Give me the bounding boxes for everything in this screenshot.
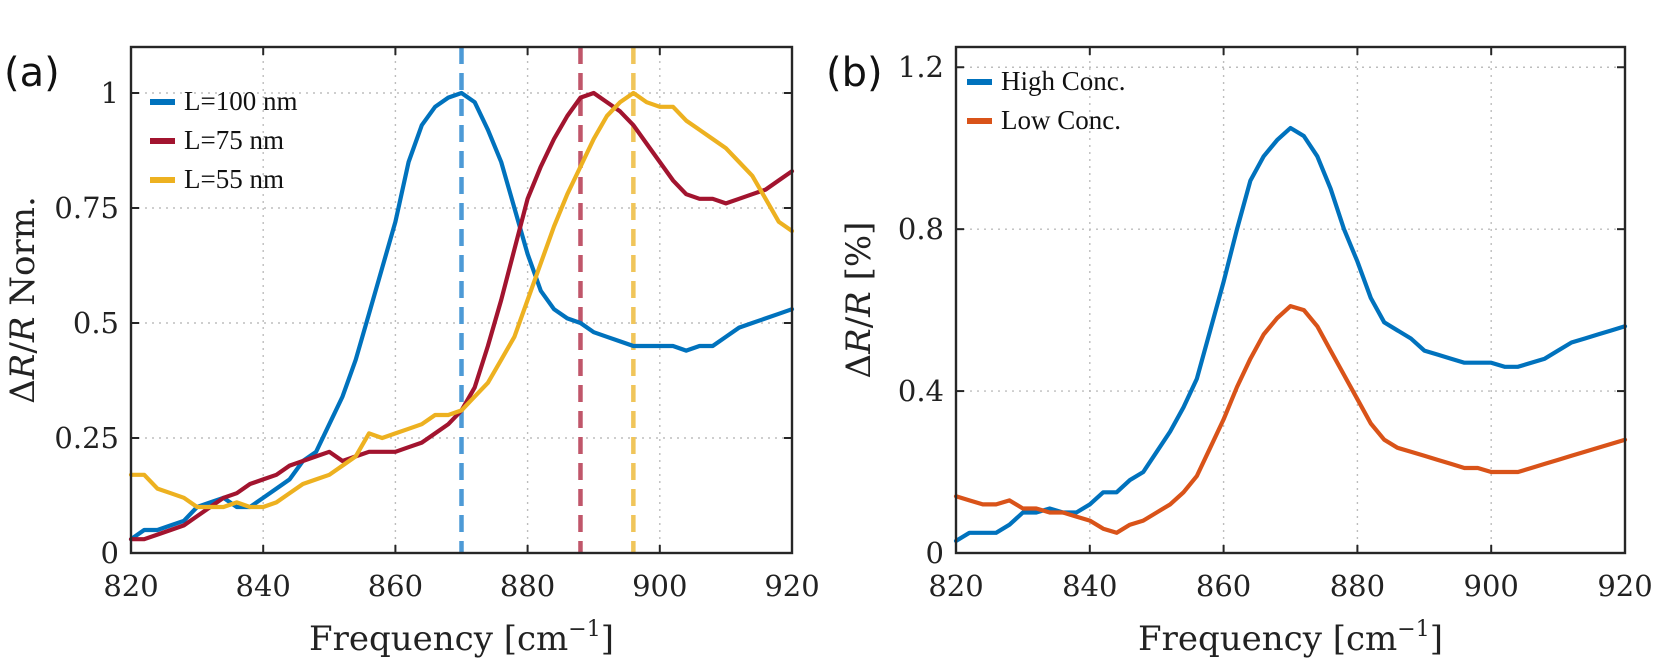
y-axis-label-part: / — [3, 342, 43, 354]
x-tick-label: 900 — [632, 569, 687, 603]
y-axis-label-part: R — [3, 317, 43, 344]
x-tick-label: 820 — [103, 569, 158, 603]
series-line-0 — [128, 90, 795, 542]
y-tick-label: 0 — [926, 536, 944, 570]
series-line-1 — [953, 304, 1628, 535]
y-tick-label: 1.2 — [898, 50, 944, 84]
legend-label: Low Conc. — [1001, 105, 1121, 135]
series-line-0 — [953, 125, 1628, 543]
x-axis-label-end: ] — [1430, 619, 1443, 659]
x-axis-label: Frequency [cm−1] — [1138, 617, 1443, 659]
y-tick-label: 0 — [101, 536, 119, 570]
y-tick-label: 0.5 — [73, 306, 119, 340]
x-axis-label-superscript: −1 — [1397, 617, 1429, 642]
x-tick-label: 820 — [928, 569, 983, 603]
series-line-2 — [128, 90, 795, 510]
y-axis-label-part: Δ — [3, 379, 43, 404]
panel-label: (a) — [4, 50, 60, 96]
x-tick-label: 840 — [1062, 569, 1117, 603]
x-tick-label: 840 — [236, 569, 291, 603]
chart-panel-b: 820 840 860 880 900 920 0 0.4 0.8 1.2 Frequency [c… — [826, 45, 1653, 659]
y-axis-label-part: [%] — [839, 222, 879, 292]
y-axis-label-part: R — [839, 328, 879, 355]
x-axis-label-superscript: −1 — [568, 617, 600, 642]
x-axis-label-main: Frequency [cm — [309, 619, 568, 659]
y-axis-label-part: R — [839, 291, 879, 318]
plot-frame — [129, 45, 794, 555]
x-tick-label: 880 — [500, 569, 555, 603]
legend-label: High Conc. — [1001, 66, 1126, 96]
y-tick-label: 0.25 — [54, 421, 119, 455]
x-tick-label: 900 — [1464, 569, 1519, 603]
x-axis-label-main: Frequency [cm — [1138, 619, 1397, 659]
legend-label: L=55 nm — [184, 164, 284, 194]
y-axis-label-part: R — [3, 354, 43, 381]
y-axis-label-part: Δ — [839, 354, 879, 379]
plot-frame — [954, 45, 1627, 555]
panel-label: (b) — [826, 50, 883, 96]
y-axis-label: ΔR/R [%] — [839, 222, 879, 379]
legend-label: L=100 nm — [184, 86, 297, 116]
y-axis-label-part: Norm. — [3, 196, 43, 316]
x-tick-label: 920 — [764, 569, 819, 603]
x-tick-label: 920 — [1597, 569, 1652, 603]
y-tick-label: 0.4 — [898, 374, 944, 408]
x-tick-label: 880 — [1330, 569, 1385, 603]
x-tick-label: 860 — [368, 569, 423, 603]
y-tick-label: 0.75 — [54, 191, 119, 225]
x-axis-label-end: ] — [601, 619, 614, 659]
legend-label: L=75 nm — [184, 125, 284, 155]
y-axis-label-part: / — [839, 316, 879, 328]
y-tick-label: 1 — [101, 76, 119, 110]
x-axis-label: Frequency [cm−1] — [309, 617, 614, 659]
y-tick-label: 0.8 — [898, 212, 944, 246]
x-tick-label: 860 — [1196, 569, 1251, 603]
chart-panel-a: 820 840 860 880 900 920 0 0.25 0.5 0.75 1 Frequency… — [3, 45, 820, 659]
y-axis-label: ΔR/R Norm. — [3, 196, 43, 404]
